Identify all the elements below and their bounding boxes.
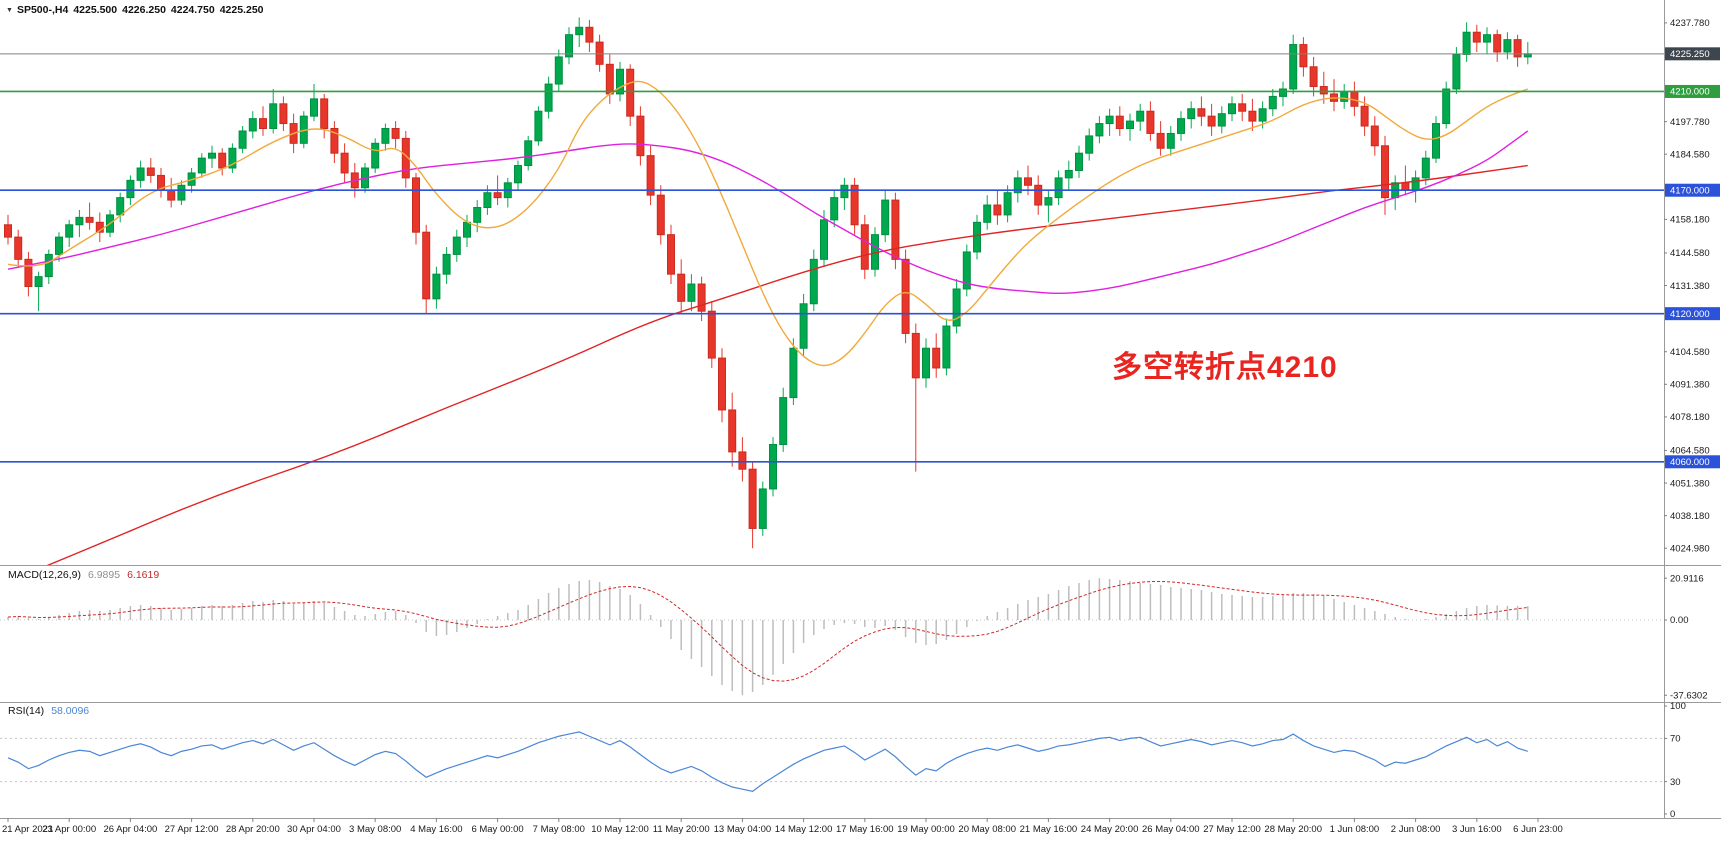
time-axis-label: 24 May 20:00 [1081, 824, 1139, 835]
time-axis-label: 14 May 12:00 [775, 824, 833, 835]
macd-name: MACD(12,26,9) [8, 569, 81, 581]
annotation-text: 多空转折点4210 [1112, 351, 1338, 384]
ma-fast-orange-line [7, 80, 1529, 367]
time-axis-label: 2 Jun 08:00 [1391, 824, 1441, 835]
time-axis-label: 26 May 04:00 [1142, 824, 1200, 835]
price-badge [1665, 455, 1720, 469]
price-axis-label: 4038.180 [1670, 511, 1710, 522]
rsi-axis-label: 100 [1670, 701, 1686, 712]
time-axis-label: 6 Jun 23:00 [1513, 824, 1563, 835]
time-axis-label: 10 May 12:00 [591, 824, 649, 835]
macd-axis-label: 0.00 [1670, 615, 1689, 626]
price-axis-label: 4064.580 [1670, 446, 1710, 457]
price-axis-label: 4091.380 [1670, 380, 1710, 391]
macd-axis: 20.9116 0.00 -37.6302 [1664, 573, 1708, 701]
price-badge-label: 4120.000 [1670, 309, 1710, 320]
candlestick-series [4, 17, 1532, 549]
time-axis-label: 6 May 00:00 [471, 824, 523, 835]
price-axis-label: 4024.980 [1670, 543, 1710, 554]
rsi-name: RSI(14) [8, 705, 45, 717]
ma-slow-red-line [46, 164, 1528, 565]
rsi-panel [0, 731, 1664, 792]
time-axis-label: 17 May 16:00 [836, 824, 894, 835]
macd-signal-value: 6.1619 [127, 569, 160, 581]
time-axis-label: 11 May 20:00 [653, 824, 710, 835]
price-badge [1665, 183, 1720, 197]
time-axis-label: 19 May 00:00 [897, 824, 955, 835]
rsi-line [7, 731, 1528, 792]
ma-mid-magenta-line [7, 130, 1529, 294]
price-axis-label: 4197.780 [1670, 117, 1710, 128]
price-badge [1665, 84, 1720, 98]
price-badge-label: 4225.250 [1670, 49, 1710, 60]
ohlc-open: 4225.500 [73, 4, 118, 16]
horizontal-level-lines[interactable] [0, 53, 1664, 463]
price-axis-label: 4104.580 [1670, 347, 1710, 358]
price-axis: 4237.780 4197.780 4184.580 4158.180 4144.580… [1664, 18, 1720, 554]
price-badge-label: 4170.000 [1670, 185, 1710, 196]
price-axis-label: 4131.380 [1670, 281, 1710, 292]
main-chart-area[interactable] [0, 17, 1532, 590]
rsi-axis-label: 0 [1670, 809, 1675, 820]
macd-panel [0, 578, 1664, 696]
time-axis-label: 26 Apr 04:00 [103, 824, 157, 835]
price-axis-label: 4237.780 [1670, 18, 1710, 29]
time-axis-label: 21 Apr 2021 [2, 824, 53, 835]
rsi-indicator-label: RSI(14) 58.0096 [8, 705, 89, 717]
macd-indicator-label: MACD(12,26,9) 6.9895 6.1619 [8, 569, 159, 581]
price-axis-label: 4144.580 [1670, 248, 1710, 259]
symbol-marker-icon: ▼ [6, 6, 13, 14]
time-axis-label: 7 May 08:00 [533, 824, 585, 835]
price-axis-label: 4158.180 [1670, 215, 1710, 226]
time-axis-label: 4 May 16:00 [410, 824, 462, 835]
time-axis-label: 13 May 04:00 [714, 824, 772, 835]
time-axis-label: 3 May 08:00 [349, 824, 401, 835]
price-badge-label: 4060.000 [1670, 457, 1710, 468]
macd-axis-label: 20.9116 [1670, 573, 1704, 584]
time-axis-label: 3 Jun 16:00 [1452, 824, 1502, 835]
time-axis-label: 28 Apr 20:00 [226, 824, 280, 835]
macd-main-value: 6.9895 [87, 569, 121, 581]
price-badge-label: 4210.000 [1670, 87, 1710, 98]
time-axis-label: 27 Apr 12:00 [165, 824, 219, 835]
time-axis-label: 28 May 20:00 [1264, 824, 1322, 835]
price-axis-label: 4078.180 [1670, 412, 1710, 423]
symbol-period-label: SP500-,H4 [16, 4, 69, 16]
price-badge [1665, 47, 1720, 61]
symbol-title: ▼ SP500-,H4 4225.500 4226.250 4224.750 4225.2… [6, 4, 264, 16]
time-axis-label: 20 May 08:00 [958, 824, 1016, 835]
rsi-axis-label: 70 [1670, 734, 1681, 745]
ohlc-low: 4224.750 [170, 4, 215, 16]
ohlc-high: 4226.250 [122, 4, 166, 16]
rsi-value: 58.0096 [51, 705, 90, 717]
time-axis-label: 30 Apr 04:00 [287, 824, 341, 835]
macd-axis-label: -37.6302 [1670, 690, 1708, 701]
rsi-axis-label: 30 [1670, 777, 1681, 788]
time-axis-label: 21 May 16:00 [1020, 824, 1078, 835]
time-axis-label: 23 Apr 00:00 [42, 824, 96, 835]
rsi-axis: 100 70 30 0 [1664, 701, 1686, 820]
time-axis-label: 1 Jun 08:00 [1330, 824, 1380, 835]
time-axis-label: 27 May 12:00 [1203, 824, 1261, 835]
price-badge [1665, 307, 1720, 321]
ohlc-close: 4225.250 [219, 4, 264, 16]
macd-signal-line [7, 580, 1528, 682]
panel-borders [0, 0, 1721, 819]
price-axis-label: 4051.380 [1670, 478, 1710, 489]
price-axis-label: 4184.580 [1670, 149, 1710, 160]
